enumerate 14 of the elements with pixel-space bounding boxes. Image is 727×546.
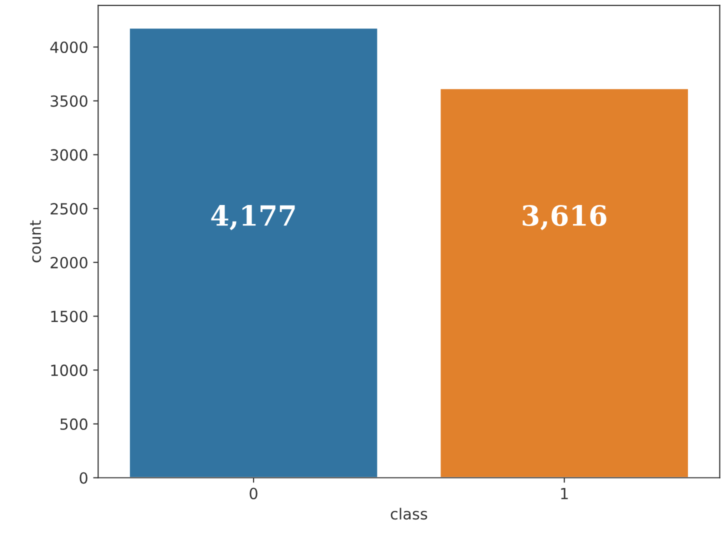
y-tick-label: 1500 [51,310,88,322]
x-axis-title: class [390,508,428,520]
y-tick-label: 2000 [50,256,88,268]
x-tick-label: 1 [561,488,568,500]
y-tick-label: 500 [60,418,88,430]
y-tick-label: 0 [80,472,88,484]
data-label: 4,177 [211,205,295,230]
y-tick-label: 3500 [50,95,88,107]
y-axis-title: count [30,220,42,262]
y-tick-label: 3000 [50,149,88,161]
y-tick-label: 4000 [50,41,88,54]
y-tick-label: 2500 [50,203,88,215]
data-label: 3,616 [522,205,606,230]
y-tick-label: 1000 [51,364,88,376]
